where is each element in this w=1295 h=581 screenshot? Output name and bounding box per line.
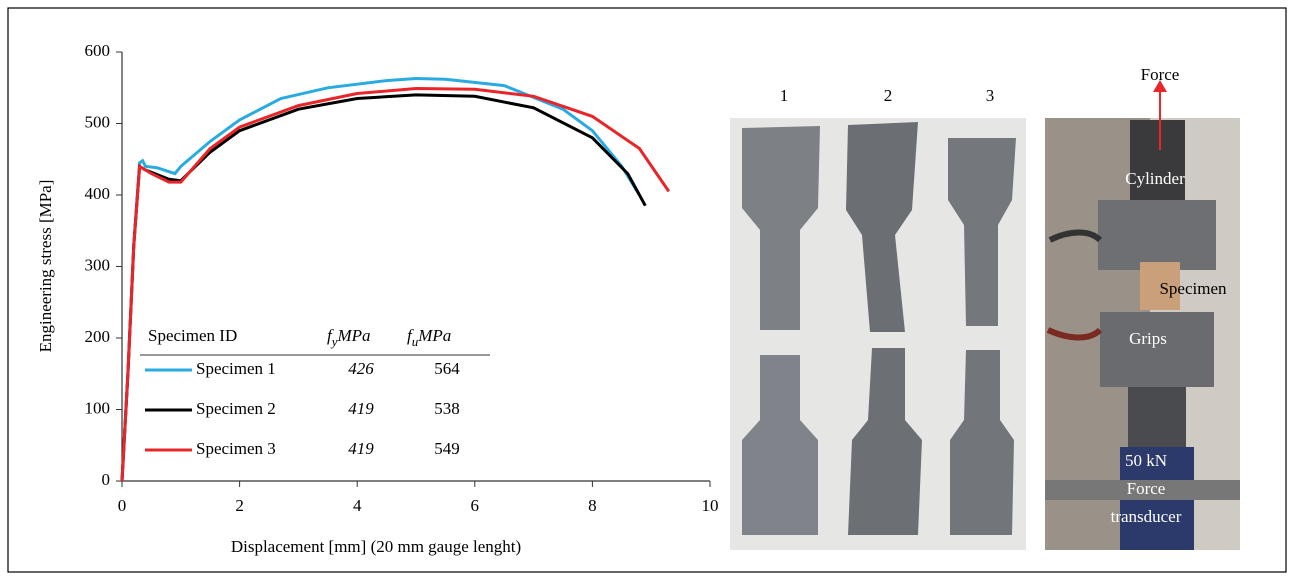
rig-label: Specimen — [1159, 279, 1227, 298]
y-tick-label: 600 — [85, 41, 111, 60]
legend-label: Specimen 1 — [196, 359, 276, 378]
fy-value: 419 — [348, 399, 374, 418]
specimen-number: 1 — [780, 86, 789, 105]
figure: 0 100 200 300 400 500 600 0 2 4 6 8 10 Displacement [… — [0, 0, 1295, 581]
x-tick-label: 8 — [588, 496, 597, 515]
rig-label: Cylinder — [1125, 169, 1185, 188]
x-axis-label: Displacement [mm] (20 mm gauge lenght) — [231, 537, 521, 556]
specimen-number: 2 — [884, 86, 893, 105]
y-tick-label: 100 — [85, 398, 111, 417]
x-tick-label: 6 — [471, 496, 480, 515]
x-tick-label: 2 — [235, 496, 244, 515]
legend-label: Specimen 3 — [196, 439, 276, 458]
y-tick-label: 300 — [85, 255, 111, 274]
y-axis-label: Engineering stress [MPa] — [36, 180, 55, 353]
fy-value: 426 — [348, 359, 374, 378]
specimen-photo — [730, 118, 1026, 550]
header-unit: MPa — [417, 326, 451, 345]
header-unit: MPa — [337, 326, 371, 345]
rig-label: Force — [1141, 65, 1180, 84]
x-tick-label: 4 — [353, 496, 362, 515]
legend-label: Specimen 2 — [196, 399, 276, 418]
specimen-number: 3 — [986, 86, 995, 105]
x-tick-label: 10 — [702, 496, 719, 515]
table-header: Specimen ID — [148, 326, 237, 345]
y-tick-label: 0 — [102, 470, 111, 489]
y-tick-label: 400 — [85, 184, 111, 203]
fu-value: 549 — [434, 439, 460, 458]
rig-label: Force — [1127, 479, 1166, 498]
x-tick-label: 0 — [118, 496, 127, 515]
y-tick-label: 500 — [85, 112, 111, 131]
fu-value: 538 — [434, 399, 460, 418]
rig-label: transducer — [1111, 507, 1182, 526]
fy-value: 419 — [348, 439, 374, 458]
fu-value: 564 — [434, 359, 460, 378]
rig-label: Grips — [1129, 329, 1167, 348]
rig-label: 50 kN — [1125, 451, 1167, 470]
y-tick-label: 200 — [85, 327, 111, 346]
